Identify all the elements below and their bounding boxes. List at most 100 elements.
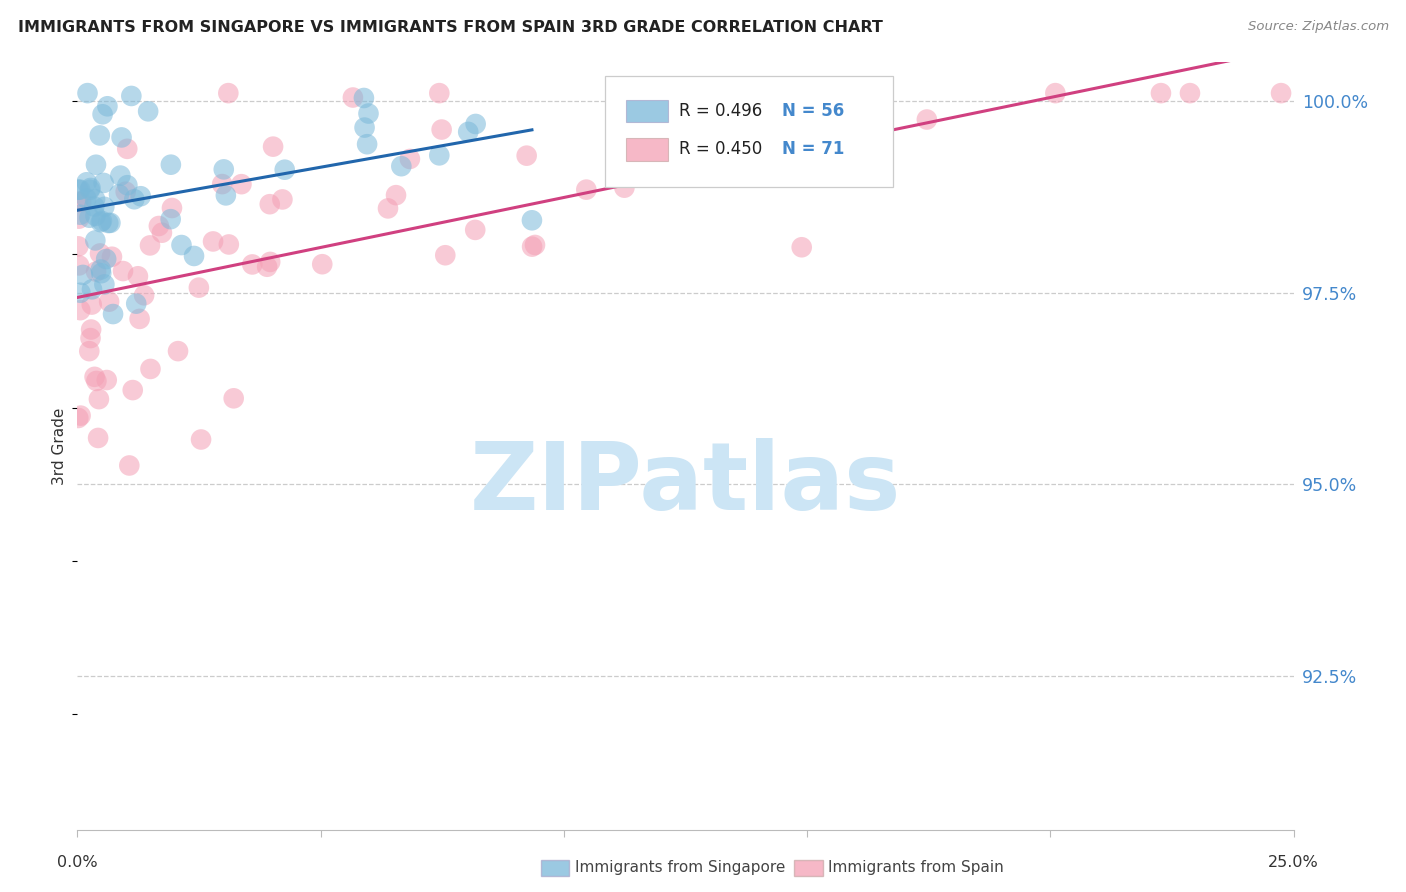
Point <box>100 216 122 230</box>
Point <box>464 223 486 237</box>
Point <box>311 257 333 271</box>
Point <box>129 189 152 203</box>
Point <box>159 212 181 227</box>
Point <box>868 117 890 131</box>
Point <box>117 142 139 156</box>
Point <box>91 107 114 121</box>
Point <box>148 219 170 233</box>
Point <box>108 187 131 202</box>
Point <box>118 458 141 473</box>
Point <box>120 89 142 103</box>
Point <box>79 331 101 345</box>
Point <box>240 257 263 271</box>
Point <box>69 409 91 423</box>
Point <box>613 180 636 194</box>
Text: R = 0.450: R = 0.450 <box>679 140 762 158</box>
Point <box>97 216 120 230</box>
Point <box>464 117 486 131</box>
Point <box>101 307 124 321</box>
Point <box>256 260 278 274</box>
Point <box>1270 86 1292 100</box>
Point <box>70 194 93 209</box>
Point <box>124 192 146 206</box>
Point <box>218 237 240 252</box>
Point <box>69 208 91 222</box>
Point <box>84 234 107 248</box>
Point <box>84 264 107 278</box>
Point <box>79 183 101 197</box>
Point <box>520 240 543 254</box>
Point <box>90 262 112 277</box>
Point <box>1045 86 1067 100</box>
Point <box>89 246 111 260</box>
Point <box>377 202 399 216</box>
Point <box>93 176 115 190</box>
Point <box>183 249 205 263</box>
Point <box>96 373 118 387</box>
Point <box>84 209 107 223</box>
Point <box>136 104 159 119</box>
Point <box>399 152 422 166</box>
Point <box>262 139 284 153</box>
Point <box>150 226 173 240</box>
Point <box>342 90 364 104</box>
Point <box>93 200 115 214</box>
Point <box>110 169 132 183</box>
Point <box>83 200 105 214</box>
Point <box>90 214 112 228</box>
Text: ZIPatlas: ZIPatlas <box>470 438 901 531</box>
Point <box>80 297 103 311</box>
Point <box>231 177 253 191</box>
Point <box>353 120 375 135</box>
Text: Source: ZipAtlas.com: Source: ZipAtlas.com <box>1249 20 1389 33</box>
Point <box>1150 86 1173 100</box>
Point <box>80 322 103 336</box>
Text: Immigrants from Spain: Immigrants from Spain <box>828 861 1004 875</box>
Point <box>132 288 155 302</box>
Point <box>121 383 143 397</box>
Text: Immigrants from Singapore: Immigrants from Singapore <box>575 861 786 875</box>
Point <box>87 431 110 445</box>
Point <box>79 181 101 195</box>
Point <box>389 159 412 173</box>
Point <box>170 238 193 252</box>
Point <box>69 303 91 318</box>
Point <box>271 193 294 207</box>
Text: N = 71: N = 71 <box>782 140 844 158</box>
Point <box>96 252 118 266</box>
Point <box>117 178 139 193</box>
Point <box>259 197 281 211</box>
Point <box>520 213 543 227</box>
Point <box>915 112 938 127</box>
Point <box>139 362 162 376</box>
Point <box>357 106 380 120</box>
Point <box>427 148 450 162</box>
Point <box>69 183 91 197</box>
Point <box>79 211 101 225</box>
Point <box>524 238 547 252</box>
Point <box>212 162 235 177</box>
Text: R = 0.496: R = 0.496 <box>679 102 762 120</box>
Point <box>89 128 111 143</box>
Text: N = 56: N = 56 <box>782 102 844 120</box>
Point <box>222 392 245 406</box>
Point <box>575 183 598 197</box>
Point <box>167 344 190 359</box>
Point <box>67 259 90 273</box>
Point <box>125 296 148 310</box>
Point <box>860 142 883 156</box>
Point <box>69 285 91 300</box>
Point <box>84 192 107 206</box>
Point <box>114 185 136 199</box>
Point <box>274 162 297 177</box>
Point <box>90 266 112 280</box>
Point <box>385 188 408 202</box>
Point <box>353 91 375 105</box>
Point <box>110 130 132 145</box>
Point <box>427 86 450 100</box>
Y-axis label: 3rd Grade: 3rd Grade <box>52 408 67 484</box>
Point <box>430 122 453 136</box>
Point <box>190 433 212 447</box>
Point <box>101 250 124 264</box>
Point <box>80 282 103 296</box>
